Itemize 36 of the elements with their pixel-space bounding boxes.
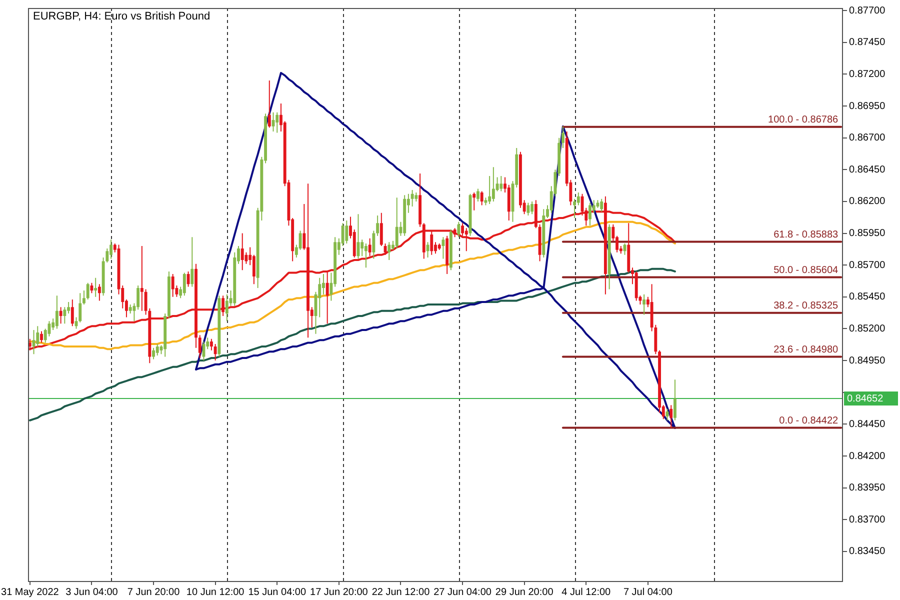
x-tick-label: 27 Jun 04:00: [434, 586, 492, 598]
ref-line-label: 0.84652: [847, 394, 884, 405]
y-tick-label: 0.83950: [849, 482, 886, 494]
y-tick-label: 0.84450: [849, 418, 886, 430]
y-tick-label: 0.85200: [849, 323, 886, 334]
y-tick-label: 0.84950: [849, 355, 886, 366]
y-tick-label: 0.86450: [849, 164, 886, 176]
x-tick-label: 17 Jun 20:00: [310, 586, 368, 598]
y-tick-label: 0.84200: [849, 450, 886, 462]
y-tick-label: 0.87200: [849, 68, 886, 80]
x-tick-label: 4 Jul 12:00: [562, 586, 612, 598]
x-tick-label: 31 May 2022: [1, 586, 60, 598]
y-tick-label: 0.83700: [849, 514, 886, 526]
x-tick-label: 10 Jun 12:00: [186, 586, 245, 598]
y-tick-label: 0.85700: [849, 260, 886, 271]
series-label: 100.0 - 0.86786: [768, 114, 839, 126]
series-label: 0.0 - 0.84422: [779, 415, 839, 426]
y-tick-label: 0.85950: [849, 228, 886, 240]
x-tick-label: 29 Jun 20:00: [495, 586, 554, 598]
chart-title: EURGBP, H4: Euro vs British Pound: [32, 10, 210, 23]
x-tick-label: 22 Jun 12:00: [372, 586, 430, 598]
x-tick-label: 3 Jun 04:00: [66, 586, 118, 598]
series-label: 61.8 - 0.85883: [774, 230, 839, 241]
y-tick-label: 0.86950: [849, 100, 886, 112]
x-tick-label: 7 Jun 20:00: [127, 586, 180, 598]
series-label: 50.0 - 0.85604: [774, 265, 839, 276]
y-tick-label: 0.86700: [849, 132, 886, 144]
series-label: 38.2 - 0.85325: [774, 300, 839, 312]
y-tick-label: 0.86200: [849, 196, 886, 208]
y-tick-label: 0.85450: [849, 292, 886, 303]
x-tick-label: 7 Jul 04:00: [623, 586, 673, 598]
y-tick-label: 0.87700: [849, 5, 886, 16]
y-tick-label: 0.87450: [849, 37, 886, 48]
series-label: 23.6 - 0.84980: [774, 344, 839, 356]
y-tick-label: 0.83450: [849, 546, 886, 558]
x-tick-label: 15 Jun 04:00: [248, 586, 306, 598]
